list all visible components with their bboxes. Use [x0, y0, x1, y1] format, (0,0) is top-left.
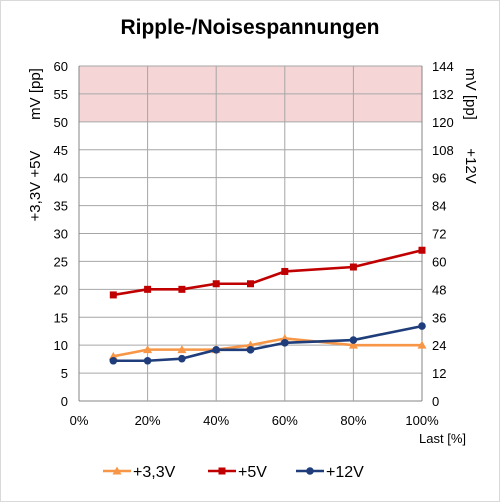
y-right-tick-label: 96	[432, 171, 446, 186]
y-right-axis-title-bottom: +12V	[462, 148, 479, 183]
data-point	[109, 356, 118, 365]
series-line	[113, 324, 423, 363]
y-left-tick-label: 25	[54, 254, 68, 269]
y-right-tick-label: 0	[432, 394, 439, 409]
chart-title: Ripple-/Noisespannungen	[120, 16, 379, 39]
data-point	[143, 345, 153, 354]
data-point	[178, 285, 186, 293]
data-point	[281, 339, 289, 347]
x-tick-label: 100%	[405, 413, 439, 428]
y-left-tick-label: 45	[54, 143, 68, 158]
y-left-tick-label: 55	[54, 87, 68, 102]
data-point	[281, 267, 289, 275]
series-line	[113, 337, 422, 358]
x-tick-label: 20%	[135, 413, 161, 428]
y-left-tick-label: 20	[54, 282, 68, 297]
legend-label: +12V	[326, 464, 364, 481]
legend-marker	[112, 466, 122, 475]
y-right-tick-label: 60	[432, 254, 446, 269]
data-point	[246, 346, 255, 354]
y-right-tick-label: 84	[432, 199, 446, 214]
series-line	[113, 248, 423, 297]
x-tick-label: 60%	[272, 413, 298, 428]
y-right-tick-label: 72	[432, 227, 446, 242]
data-point	[212, 280, 220, 288]
data-point	[143, 356, 152, 365]
legend-label: +5V	[238, 464, 267, 481]
x-tick-label: 0%	[70, 413, 89, 428]
y-left-tick-label: 15	[54, 310, 68, 325]
data-point	[348, 340, 358, 349]
data-point	[247, 280, 254, 288]
y-right-tick-label: 144	[432, 59, 454, 74]
data-point	[418, 246, 426, 254]
data-point	[349, 336, 358, 344]
y-right-axis-title-top: mV [pp]	[462, 68, 479, 120]
y-right-tick-label: 132	[432, 87, 454, 102]
y-left-tick-label: 5	[61, 366, 68, 381]
data-point	[178, 354, 186, 363]
legend: +3,3V +5V +12V	[103, 464, 364, 481]
y-right-tick-label: 48	[432, 282, 446, 297]
y-left-tick-label: 0	[61, 394, 68, 409]
y-right-tick-label: 12	[432, 366, 446, 381]
y-left-axis-title-bottom: +3,3V +5V	[27, 151, 44, 222]
y-right-tick-label: 24	[432, 338, 446, 353]
y-left-axis-title-top: mV [pp]	[27, 68, 44, 120]
x-axis-title: Last [%]	[419, 431, 466, 446]
y-left-tick-label: 10	[54, 338, 68, 353]
data-point	[246, 340, 255, 349]
x-tick-label: 40%	[203, 413, 229, 428]
data-point	[417, 340, 427, 349]
y-left-tick-label: 30	[54, 227, 68, 242]
x-tick-label: 80%	[340, 413, 366, 428]
y-right-tick-label: 36	[432, 310, 446, 325]
legend-label: +3,3V	[133, 464, 176, 481]
y-left-tick-label: 50	[54, 115, 68, 130]
legend-marker	[218, 467, 226, 475]
data-point	[212, 346, 220, 354]
data-point	[144, 285, 152, 293]
data-point	[109, 291, 117, 299]
data-point	[418, 322, 426, 330]
data-point	[349, 263, 357, 271]
y-right-tick-label: 108	[432, 143, 454, 158]
y-right-tick-label: 120	[432, 115, 454, 130]
legend-marker	[306, 467, 314, 475]
data-point	[177, 345, 187, 354]
y-left-tick-label: 60	[54, 59, 68, 74]
y-left-tick-label: 40	[54, 171, 68, 186]
y-left-tick-label: 35	[54, 199, 68, 214]
